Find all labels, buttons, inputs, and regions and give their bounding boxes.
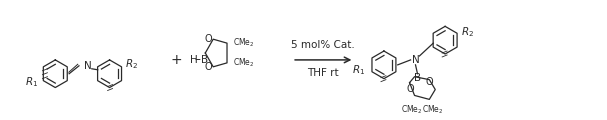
Text: 5 mol% Cat.: 5 mol% Cat. (291, 40, 355, 50)
Text: O: O (407, 84, 415, 93)
Text: N: N (412, 55, 419, 65)
Text: N: N (84, 61, 92, 71)
Text: –: – (194, 53, 200, 66)
Text: $R_1$: $R_1$ (352, 63, 365, 77)
Text: $R_2$: $R_2$ (461, 25, 474, 39)
Text: CMe$_2$: CMe$_2$ (422, 103, 444, 116)
Text: H: H (189, 55, 197, 65)
Text: CMe$_2$: CMe$_2$ (233, 57, 254, 69)
Text: CMe$_2$: CMe$_2$ (401, 103, 422, 116)
Text: +: + (171, 53, 183, 67)
Text: O: O (426, 77, 433, 87)
Text: $R_2$: $R_2$ (126, 57, 138, 71)
Text: THF rt: THF rt (307, 68, 339, 78)
Text: O: O (205, 62, 212, 72)
Text: B: B (201, 55, 208, 65)
Text: $R_1$: $R_1$ (25, 75, 38, 89)
Text: CMe$_2$: CMe$_2$ (233, 37, 254, 49)
Text: B: B (414, 73, 421, 83)
Text: O: O (205, 34, 212, 44)
